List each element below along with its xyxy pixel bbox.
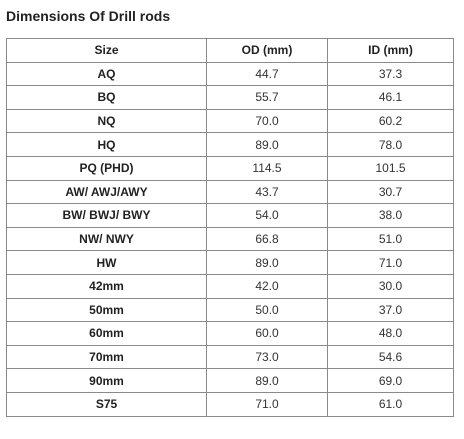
size-cell: 70mm (6, 344, 207, 370)
column-header-id: ID (mm) (327, 38, 454, 63)
od-cell: 60.0 (206, 321, 328, 346)
size-cell: 90mm (6, 368, 207, 393)
od-cell: 55.7 (206, 85, 328, 110)
od-cell: 114.5 (206, 155, 328, 181)
size-cell: BQ (6, 85, 207, 110)
table-row: 70mm 73.0 54.6 (6, 344, 454, 370)
table-row: 50mm 50.0 37.0 (6, 297, 454, 323)
od-cell: 89.0 (206, 132, 328, 157)
page-title: Dimensions Of Drill rods (6, 8, 171, 24)
table-row: 60mm 60.0 48.0 (6, 321, 454, 346)
size-cell: 42mm (6, 273, 207, 299)
table-row: 90mm 89.0 69.0 (6, 368, 454, 393)
size-cell: PQ (PHD) (6, 155, 207, 181)
size-cell: S75 (6, 391, 207, 417)
od-cell: 89.0 (206, 368, 328, 393)
table-header-row: Size OD (mm) ID (mm) (6, 38, 454, 63)
table-row: 42mm 42.0 30.0 (6, 273, 454, 299)
id-cell: 30.7 (327, 179, 454, 205)
od-cell: 66.8 (206, 226, 328, 252)
od-cell: 70.0 (206, 108, 328, 134)
size-cell: BW/ BWJ/ BWY (6, 203, 207, 228)
id-cell: 30.0 (327, 273, 454, 299)
size-cell: AQ (6, 61, 207, 87)
size-cell: 60mm (6, 321, 207, 346)
od-cell: 71.0 (206, 391, 328, 417)
id-cell: 71.0 (327, 250, 454, 275)
id-cell: 78.0 (327, 132, 454, 157)
od-cell: 73.0 (206, 344, 328, 370)
table-row: NW/ NWY 66.8 51.0 (6, 226, 454, 252)
od-cell: 89.0 (206, 250, 328, 275)
id-cell: 38.0 (327, 203, 454, 228)
table-row: S75 71.0 61.0 (6, 391, 454, 417)
table-row: NQ 70.0 60.2 (6, 108, 454, 134)
id-cell: 37.0 (327, 297, 454, 323)
table-row: PQ (PHD) 114.5 101.5 (6, 155, 454, 181)
id-cell: 46.1 (327, 85, 454, 110)
table-row: HQ 89.0 78.0 (6, 132, 454, 157)
id-cell: 69.0 (327, 368, 454, 393)
column-header-od: OD (mm) (206, 38, 328, 63)
id-cell: 48.0 (327, 321, 454, 346)
size-cell: 50mm (6, 297, 207, 323)
size-cell: NQ (6, 108, 207, 134)
id-cell: 101.5 (327, 155, 454, 181)
od-cell: 42.0 (206, 273, 328, 299)
table-row: BW/ BWJ/ BWY 54.0 38.0 (6, 203, 454, 228)
id-cell: 61.0 (327, 391, 454, 417)
id-cell: 60.2 (327, 108, 454, 134)
drill-rod-dimensions-table: Size OD (mm) ID (mm) AQ 44.7 37.3 BQ 55.7 46.… (6, 38, 454, 417)
od-cell: 54.0 (206, 203, 328, 228)
table-row: AW/ AWJ/AWY 43.7 30.7 (6, 179, 454, 205)
id-cell: 54.6 (327, 344, 454, 370)
size-cell: NW/ NWY (6, 226, 207, 252)
column-header-size: Size (6, 38, 207, 63)
table-row: AQ 44.7 37.3 (6, 61, 454, 87)
table-row: HW 89.0 71.0 (6, 250, 454, 275)
id-cell: 51.0 (327, 226, 454, 252)
size-cell: AW/ AWJ/AWY (6, 179, 207, 205)
id-cell: 37.3 (327, 61, 454, 87)
od-cell: 44.7 (206, 61, 328, 87)
table-row: BQ 55.7 46.1 (6, 85, 454, 110)
table-body: AQ 44.7 37.3 BQ 55.7 46.1 NQ 70.0 60.2 HQ 89.0 78.0… (6, 61, 454, 417)
od-cell: 43.7 (206, 179, 328, 205)
size-cell: HW (6, 250, 207, 275)
size-cell: HQ (6, 132, 207, 157)
od-cell: 50.0 (206, 297, 328, 323)
